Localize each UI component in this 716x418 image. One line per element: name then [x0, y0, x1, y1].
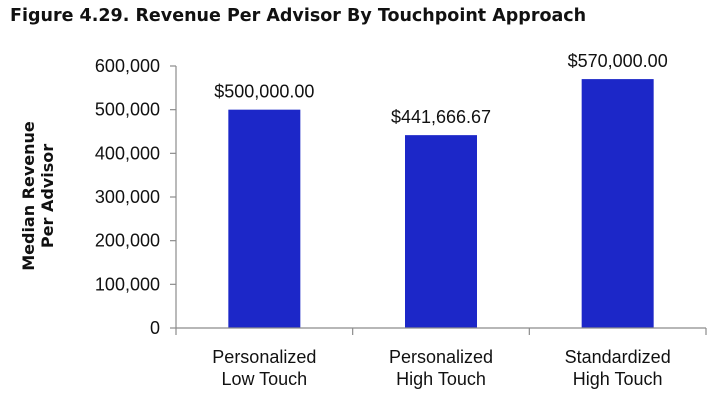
y-tick-label: 300,000: [95, 187, 160, 207]
bar: [405, 135, 477, 328]
x-category-label: Standardized High Touch: [565, 347, 671, 389]
bar: [228, 109, 301, 329]
bar-data-label: $500,000.00: [214, 82, 314, 102]
y-axis-title-line: Per Advisor: [38, 144, 57, 248]
x-category-label-line: Personalized: [389, 347, 493, 367]
y-tick-label: 200,000: [95, 231, 160, 251]
x-category-label-line: High Touch: [396, 369, 486, 389]
y-tick-label: 0: [150, 318, 160, 338]
bar: [581, 79, 654, 328]
y-tick-label: 500,000: [95, 100, 160, 120]
x-axis: [175, 327, 707, 335]
y-axis-title-text: Median RevenuePer Advisor: [19, 121, 57, 271]
x-category-label-line: High Touch: [573, 369, 663, 389]
y-tick-label: 600,000: [95, 56, 160, 76]
x-category-label-line: Low Touch: [221, 369, 307, 389]
y-axis-ticks: 0 100,000 200,000 300,000 400,000 500,000 600,…: [95, 56, 177, 338]
x-category-label: Personalized Low Touch: [212, 347, 316, 389]
data-labels: $500,000.00 $441,666.67 $570,000.00: [214, 51, 667, 127]
x-category-label-line: Standardized: [565, 347, 671, 367]
bars: [228, 79, 654, 329]
chart-title: Figure 4.29. Revenue Per Advisor By Touc…: [10, 6, 587, 26]
y-tick-label: 400,000: [95, 143, 160, 163]
x-category-label-line: Personalized: [212, 347, 316, 367]
y-axis-title-line: Median Revenue: [19, 121, 38, 271]
y-axis-title: Median RevenuePer Advisor: [19, 121, 57, 271]
x-category-label: Personalized High Touch: [389, 347, 493, 389]
y-tick-label: 100,000: [95, 274, 160, 294]
bar-data-label: $441,666.67: [391, 107, 491, 127]
bar-data-label: $570,000.00: [568, 51, 668, 71]
